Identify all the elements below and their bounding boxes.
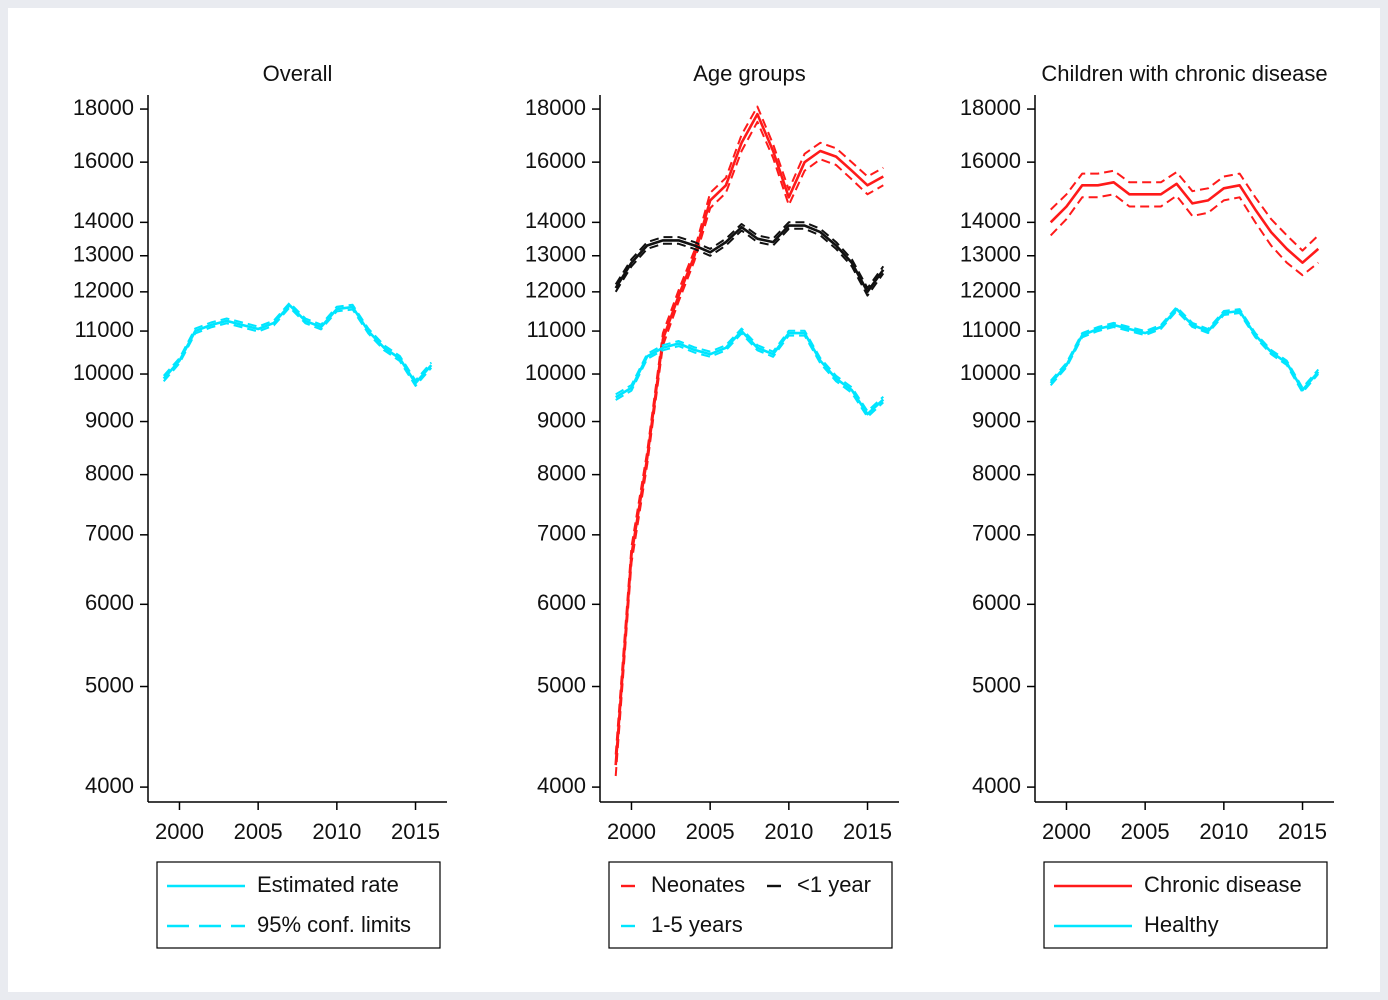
- y-tick-label: 16000: [73, 148, 134, 173]
- ci-lower-line: [1049, 310, 1320, 394]
- legend-label: 1-5 years: [651, 912, 743, 937]
- y-tick-label: 6000: [85, 590, 134, 615]
- y-tick-label: 12000: [73, 278, 134, 303]
- y-tick-label: 12000: [960, 278, 1021, 303]
- ci-upper-line: [162, 301, 433, 382]
- y-tick-label: 8000: [85, 460, 134, 485]
- legend-box: [608, 861, 893, 949]
- x-tick-label: 2010: [312, 819, 361, 844]
- y-tick-label: 14000: [525, 208, 586, 233]
- x-tick-label: 2015: [843, 819, 892, 844]
- y-tick-label: 9000: [85, 407, 134, 432]
- y-tick-label: 10000: [73, 360, 134, 385]
- chart-title: Age groups: [693, 61, 806, 86]
- ci-lower-line: [162, 306, 433, 387]
- x-tick-label: 2015: [1278, 819, 1327, 844]
- x-tick-label: 2000: [1042, 819, 1091, 844]
- y-tick-label: 8000: [972, 460, 1021, 485]
- y-tick-label: 7000: [537, 521, 586, 546]
- legend-box: [1043, 861, 1328, 949]
- y-tick-label: 13000: [73, 242, 134, 267]
- ci-upper-line: [1050, 169, 1319, 252]
- x-tick-label: 2000: [607, 819, 656, 844]
- y-tick-label: 16000: [960, 148, 1021, 173]
- y-tick-label: 13000: [525, 242, 586, 267]
- ci-lower-line: [615, 332, 884, 418]
- x-tick-label: 2005: [686, 819, 735, 844]
- y-tick-label: 11000: [74, 317, 134, 342]
- legend-label: 95% conf. limits: [257, 912, 411, 937]
- chart-title: Children with chronic disease: [1041, 61, 1327, 86]
- y-tick-label: 9000: [537, 407, 586, 432]
- ci-upper-line: [615, 327, 884, 413]
- x-tick-label: 2015: [391, 819, 440, 844]
- y-tick-label: 5000: [972, 672, 1021, 697]
- y-tick-label: 4000: [972, 773, 1021, 798]
- y-tick-label: 12000: [525, 278, 586, 303]
- series-line: [615, 329, 885, 416]
- y-tick-label: 6000: [972, 590, 1021, 615]
- ci-upper-line: [1049, 306, 1320, 389]
- y-tick-label: 18000: [960, 95, 1021, 120]
- legend-label: <1 year: [797, 872, 871, 897]
- y-tick-label: 7000: [972, 521, 1021, 546]
- ci-lower-line: [614, 227, 885, 297]
- ci-lower-line: [1049, 193, 1319, 277]
- series-line: [1049, 307, 1320, 392]
- x-tick-label: 2000: [155, 819, 204, 844]
- legend-box: [156, 861, 441, 949]
- y-tick-label: 16000: [525, 148, 586, 173]
- series-line: [614, 112, 884, 766]
- legend-label: Estimated rate: [257, 872, 399, 897]
- legend-label: Healthy: [1144, 912, 1219, 937]
- y-tick-label: 5000: [537, 672, 586, 697]
- x-tick-label: 2010: [764, 819, 813, 844]
- series-line: [1049, 181, 1320, 264]
- legend-label: Neonates: [651, 872, 745, 897]
- y-tick-label: 18000: [525, 95, 586, 120]
- y-tick-label: 10000: [960, 360, 1021, 385]
- legend-label: Chronic disease: [1144, 872, 1302, 897]
- y-tick-label: 8000: [537, 460, 586, 485]
- y-tick-label: 14000: [73, 208, 134, 233]
- y-tick-label: 11000: [526, 317, 586, 342]
- y-tick-label: 10000: [525, 360, 586, 385]
- chart-title: Overall: [263, 61, 333, 86]
- y-tick-label: 6000: [537, 590, 586, 615]
- x-tick-label: 2005: [234, 819, 283, 844]
- y-tick-label: 4000: [537, 773, 586, 798]
- y-tick-label: 13000: [960, 242, 1021, 267]
- y-tick-label: 11000: [961, 317, 1021, 342]
- ci-upper-line: [614, 221, 885, 290]
- y-tick-label: 5000: [85, 672, 134, 697]
- figure-background: [8, 8, 1380, 992]
- series-line: [614, 224, 885, 294]
- x-tick-label: 2010: [1199, 819, 1248, 844]
- y-tick-label: 4000: [85, 773, 134, 798]
- x-tick-label: 2005: [1121, 819, 1170, 844]
- y-tick-label: 18000: [73, 95, 134, 120]
- y-tick-label: 7000: [85, 521, 134, 546]
- y-tick-label: 9000: [972, 407, 1021, 432]
- series-line: [162, 303, 433, 385]
- y-tick-label: 14000: [960, 208, 1021, 233]
